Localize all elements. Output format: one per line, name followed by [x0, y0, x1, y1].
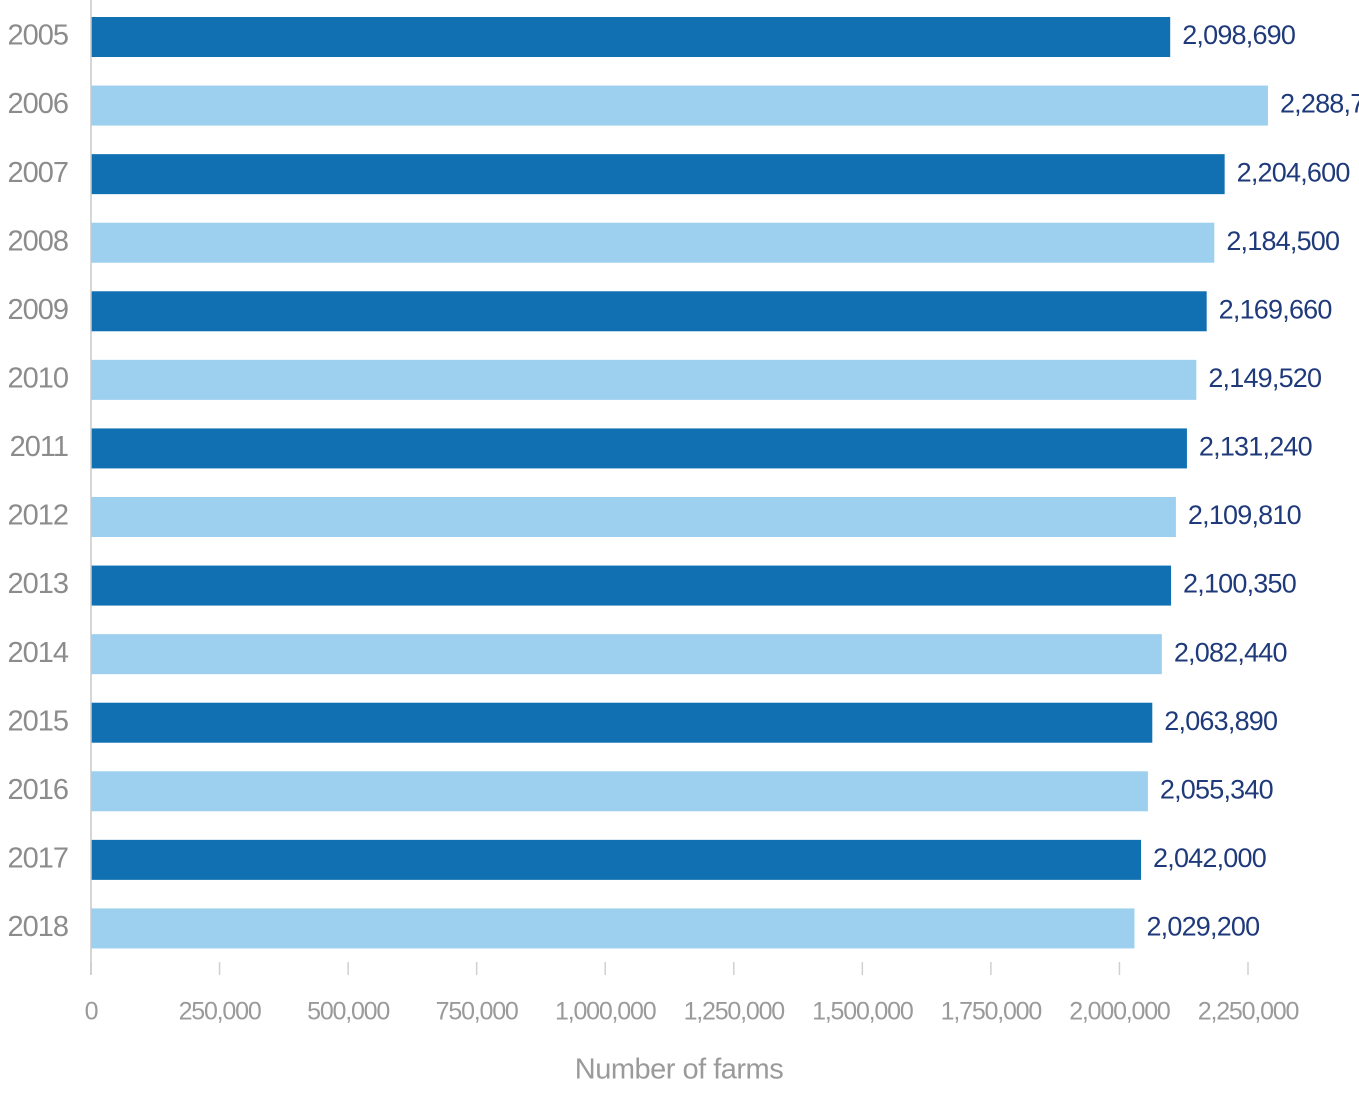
value-label: 2,029,200 [1146, 912, 1259, 942]
bar [91, 839, 1142, 880]
y-tick-label: 2006 [7, 88, 68, 120]
y-tick-label: 2014 [7, 637, 68, 669]
bar [91, 85, 1268, 126]
y-tick-label: 2010 [7, 363, 68, 395]
bar [91, 154, 1225, 195]
x-tick-label: 500,000 [307, 998, 389, 1026]
value-label: 2,042,000 [1153, 843, 1266, 873]
bar [91, 702, 1153, 743]
x-tick-label: 1,750,000 [941, 998, 1042, 1026]
x-tick-label: 0 [85, 998, 98, 1026]
x-tick-label: 1,500,000 [812, 998, 913, 1026]
bar [91, 634, 1162, 675]
value-label: 2,063,890 [1164, 706, 1277, 736]
x-tick-label: 2,250,000 [1198, 998, 1299, 1026]
bar [91, 771, 1148, 812]
x-tick-label: 2,000,000 [1069, 998, 1170, 1026]
bar [91, 222, 1215, 263]
value-label: 2,184,500 [1226, 226, 1339, 256]
value-label: 2,288,790 [1280, 89, 1359, 119]
value-label: 2,098,690 [1182, 20, 1295, 50]
x-tick-label: 1,250,000 [684, 998, 785, 1026]
y-tick-label: 2009 [7, 294, 68, 326]
bar [91, 291, 1207, 332]
value-label: 2,082,440 [1174, 637, 1287, 667]
y-tick-label: 2016 [7, 774, 68, 806]
value-label: 2,100,350 [1183, 569, 1296, 599]
value-label: 2,055,340 [1160, 774, 1273, 804]
value-label: 2,109,810 [1188, 500, 1301, 530]
x-axis-title: Number of farms [575, 1054, 783, 1086]
y-tick-label: 2013 [7, 568, 68, 600]
y-tick-label: 2007 [7, 157, 68, 189]
bar [91, 497, 1176, 537]
x-tick-label: 250,000 [179, 998, 261, 1026]
x-tick-label: 750,000 [436, 998, 518, 1026]
value-label: 2,149,520 [1208, 363, 1321, 393]
bar [91, 428, 1187, 469]
y-tick-label: 2017 [7, 843, 68, 875]
y-tick-label: 2011 [10, 431, 68, 463]
y-tick-label: 2018 [7, 911, 68, 943]
bar [91, 908, 1135, 949]
bar [91, 565, 1172, 606]
y-tick-label: 2008 [7, 225, 68, 257]
bar [91, 359, 1197, 400]
value-label: 2,204,600 [1237, 157, 1350, 187]
value-label: 2,169,660 [1219, 294, 1332, 324]
y-tick-label: 2005 [7, 20, 68, 52]
y-tick-label: 2015 [7, 705, 68, 737]
x-tick-label: 1,000,000 [555, 998, 656, 1026]
bar [91, 17, 1171, 57]
y-tick-label: 2012 [7, 500, 68, 532]
value-label: 2,131,240 [1199, 432, 1312, 462]
